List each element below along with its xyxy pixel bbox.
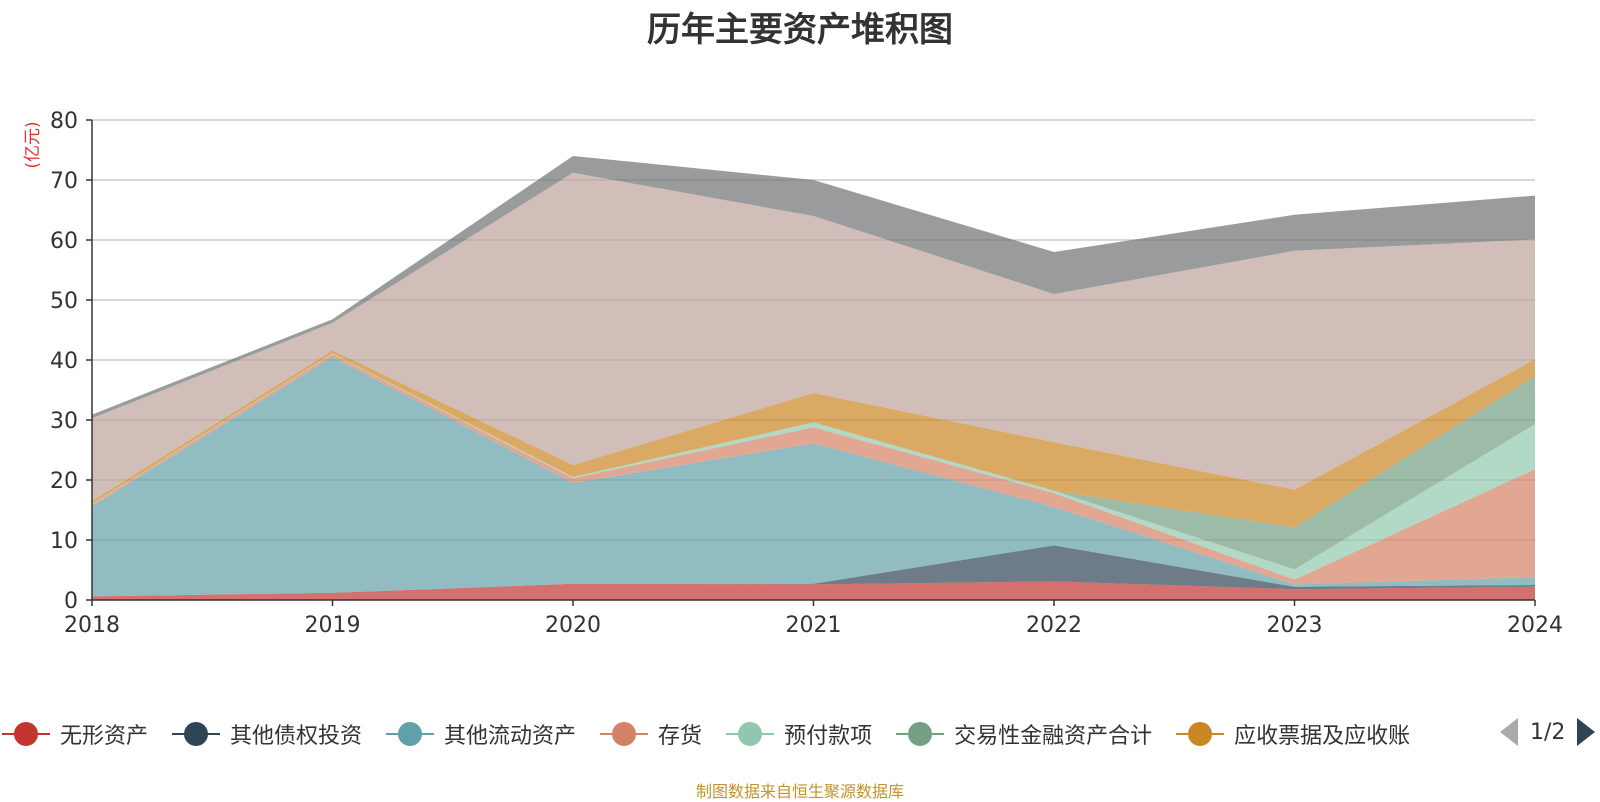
y-tick-label: 10 [50, 529, 78, 554]
y-tick-label: 0 [64, 589, 78, 614]
x-tick-label: 2023 [1267, 613, 1323, 638]
legend-label: 交易性金融资产合计 [954, 724, 1153, 749]
area-series[interactable] [92, 350, 1535, 528]
legend-prev-icon[interactable] [1500, 718, 1518, 746]
legend: 无形资产 其他债权投资 其他流动资产 存货 预付款项 交易性金融资产合计 应收票据及应收账 [0, 716, 1600, 752]
stacked-area-chart: 0 10 20 30 40 50 60 70 80 2018 2019 2020 2021 2022 202… [23, 109, 1563, 638]
area-series[interactable] [92, 354, 1535, 585]
x-tick-label: 2020 [545, 613, 601, 638]
legend-item[interactable]: 存货 [600, 718, 702, 750]
legend-pager: 1/2 [1500, 718, 1596, 746]
area-series[interactable] [92, 357, 1535, 597]
y-tick-label: 70 [50, 169, 78, 194]
legend-label: 无形资产 [60, 724, 149, 749]
legend-item[interactable]: 交易性金融资产合计 [896, 718, 1152, 750]
y-tick-label: 30 [50, 409, 78, 434]
area-series[interactable] [92, 353, 1535, 570]
y-tick-label: 40 [50, 349, 78, 374]
area-series[interactable] [92, 156, 1535, 419]
data-source-note: 制图数据来自恒生聚源数据库 [695, 782, 904, 801]
legend-marker-icon [1176, 720, 1225, 748]
legend-item[interactable]: 应收票据及应收账 [1176, 718, 1410, 750]
legend-marker-icon [896, 720, 945, 748]
y-tick-label: 20 [50, 469, 78, 494]
legend-page-indicator: 1/2 [1530, 719, 1566, 745]
y-tick-label: 80 [50, 109, 78, 134]
legend-item[interactable]: 无形资产 [2, 718, 148, 750]
x-tick-label: 2019 [305, 613, 361, 638]
legend-marker-icon [600, 720, 649, 748]
x-tick-label: 2018 [64, 613, 120, 638]
legend-label: 应收票据及应收账 [1234, 724, 1411, 749]
legend-label: 预付款项 [784, 724, 873, 749]
legend-item[interactable]: 其他债权投资 [172, 718, 362, 750]
legend-marker-icon [726, 720, 775, 748]
legend-item[interactable]: 预付款项 [726, 718, 872, 750]
area-series[interactable] [92, 581, 1535, 600]
area-series[interactable] [92, 545, 1535, 597]
x-tick-label: 2022 [1026, 613, 1082, 638]
legend-next-icon[interactable] [1577, 718, 1596, 746]
legend-marker-icon [172, 720, 221, 748]
x-tick-label: 2021 [786, 613, 842, 638]
legend-marker-icon [386, 720, 435, 748]
y-tick-label: 50 [50, 289, 78, 314]
x-tick-label: 2024 [1507, 613, 1563, 638]
chart-title: 历年主要资产堆积图 [647, 10, 953, 50]
y-tick-label: 60 [50, 229, 78, 254]
area-series[interactable] [92, 172, 1535, 502]
legend-label: 其他流动资产 [444, 724, 577, 749]
legend-marker-icon [2, 720, 50, 748]
y-axis-label: (亿元) [23, 121, 43, 168]
legend-item[interactable]: 其他流动资产 [386, 718, 576, 750]
legend-label: 其他债权投资 [230, 724, 363, 749]
legend-label: 存货 [658, 724, 703, 749]
